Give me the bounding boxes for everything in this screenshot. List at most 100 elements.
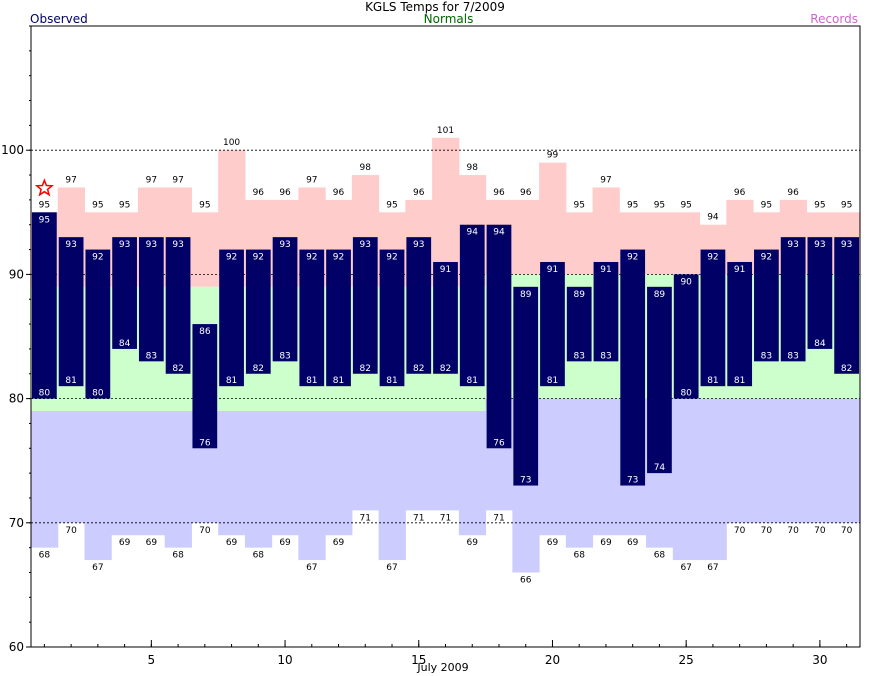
x-tick-label: 30 (812, 653, 827, 667)
observed-low-label: 81 (734, 376, 745, 386)
record-low-band (672, 398, 701, 561)
observed-high-label: 93 (841, 240, 852, 250)
observed-bar (245, 249, 271, 374)
observed-high-label: 93 (814, 240, 825, 250)
observed-low-label: 82 (253, 364, 264, 374)
record-star-icon (34, 178, 54, 197)
record-low-label: 70 (814, 526, 826, 536)
observed-high-label: 90 (680, 277, 692, 287)
record-high-label: 95 (654, 200, 665, 210)
observed-bar (58, 237, 84, 387)
record-low-band (405, 411, 433, 511)
record-high-label: 94 (707, 213, 719, 223)
observed-low-label: 81 (306, 376, 317, 386)
record-low-band (378, 411, 406, 561)
record-low-label: 69 (226, 538, 238, 548)
observed-bar (700, 249, 726, 387)
record-low-label: 71 (440, 513, 451, 523)
observed-bar (433, 261, 458, 374)
observed-bar (673, 274, 699, 399)
record-high-band (512, 199, 540, 275)
observed-low-label: 84 (814, 339, 826, 349)
record-high-label: 98 (467, 163, 479, 173)
record-high-label: 96 (413, 188, 425, 198)
record-low-band (164, 411, 192, 548)
observed-low-label: 84 (119, 339, 131, 349)
record-low-label: 68 (654, 551, 666, 561)
x-tick-label: 25 (679, 653, 694, 667)
observed-bar (85, 249, 111, 399)
observed-bar (780, 237, 806, 362)
observed-low-label: 76 (199, 438, 211, 448)
record-high-label: 97 (600, 175, 611, 185)
observed-low-label: 81 (386, 376, 397, 386)
record-low-label: 68 (39, 551, 51, 561)
observed-high-label: 92 (386, 253, 397, 263)
x-tick-label: 15 (411, 653, 426, 667)
record-high-label: 97 (65, 175, 76, 185)
y-tick-label: 70 (9, 516, 24, 530)
observed-low-label: 81 (65, 376, 76, 386)
record-low-band (325, 411, 353, 536)
observed-low-label: 83 (146, 351, 157, 361)
observed-high-label: 93 (360, 240, 371, 250)
observed-low-label: 83 (573, 351, 584, 361)
record-low-label: 69 (146, 538, 158, 548)
y-tick-label: 100 (1, 143, 24, 157)
observed-high-label: 91 (547, 265, 558, 275)
record-low-band (244, 411, 273, 548)
observed-bar (272, 237, 298, 362)
record-low-band (57, 411, 85, 523)
observed-low-label: 74 (654, 463, 666, 473)
record-high-label: 98 (360, 163, 372, 173)
record-low-band (351, 411, 380, 511)
observed-high-label: 91 (734, 265, 745, 275)
record-low-label: 70 (734, 526, 746, 536)
record-low-label: 70 (787, 526, 799, 536)
observed-low-label: 73 (627, 476, 638, 486)
record-high-label: 96 (333, 188, 345, 198)
observed-bar (406, 237, 432, 374)
record-low-label: 71 (413, 513, 424, 523)
observed-low-label: 82 (413, 364, 424, 374)
record-low-label: 67 (306, 563, 317, 573)
record-high-label: 97 (146, 175, 157, 185)
observed-bar (540, 261, 565, 387)
observed-high-label: 93 (413, 240, 424, 250)
record-high-label: 95 (199, 200, 210, 210)
chart-title: KGLS Temps for 7/2009 (365, 0, 505, 14)
record-low-label: 68 (253, 551, 265, 561)
legend-observed: Observed (30, 12, 88, 26)
observed-low-label: 83 (600, 351, 611, 361)
observed-low-label: 76 (493, 438, 505, 448)
observed-bar (326, 249, 351, 387)
y-tick-label: 80 (9, 392, 24, 406)
observed-low-label: 80 (92, 389, 104, 399)
record-low-label: 69 (600, 538, 612, 548)
observed-high-label: 91 (440, 265, 451, 275)
observed-low-label: 83 (279, 351, 290, 361)
record-high-label: 101 (437, 126, 454, 136)
observed-high-label: 93 (119, 240, 130, 250)
record-high-label: 95 (386, 200, 397, 210)
observed-bar (727, 261, 753, 387)
record-high-label: 96 (734, 188, 746, 198)
observed-high-label: 92 (253, 253, 264, 263)
observed-low-label: 80 (39, 389, 51, 399)
record-low-label: 69 (467, 538, 479, 548)
record-low-band (726, 398, 754, 523)
record-low-label: 70 (199, 526, 211, 536)
record-low-band (565, 398, 594, 548)
record-high-band (565, 212, 594, 275)
record-low-band (779, 398, 808, 523)
observed-high-label: 94 (467, 228, 479, 238)
observed-low-label: 81 (547, 376, 558, 386)
observed-high-label: 92 (627, 253, 638, 263)
record-high-band (539, 162, 567, 275)
record-low-label: 70 (761, 526, 773, 536)
observed-high-label: 89 (573, 290, 585, 300)
observed-low-label: 83 (787, 351, 798, 361)
observed-high-label: 93 (279, 240, 290, 250)
record-low-label: 67 (707, 563, 718, 573)
record-low-band (137, 411, 166, 536)
